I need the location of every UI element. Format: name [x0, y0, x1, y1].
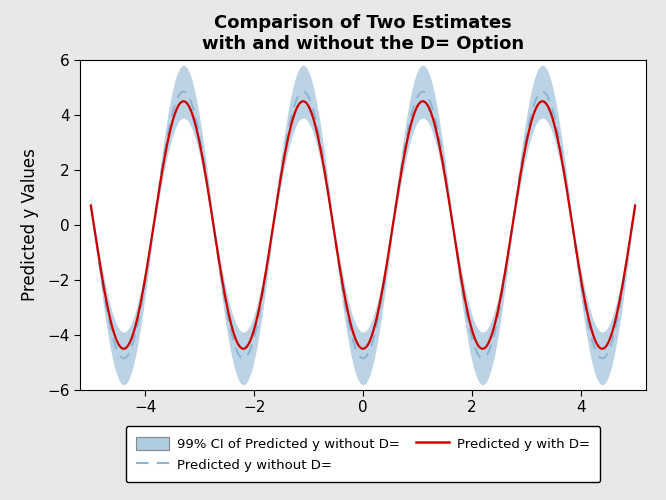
Y-axis label: Predicted y Values: Predicted y Values — [21, 148, 39, 302]
Legend: 99% CI of Predicted y without D=, Predicted y without D=, Predicted y with D=: 99% CI of Predicted y without D=, Predic… — [126, 426, 600, 482]
Title: Comparison of Two Estimates
with and without the D= Option: Comparison of Two Estimates with and wit… — [202, 14, 524, 53]
X-axis label: x: x — [358, 424, 368, 442]
